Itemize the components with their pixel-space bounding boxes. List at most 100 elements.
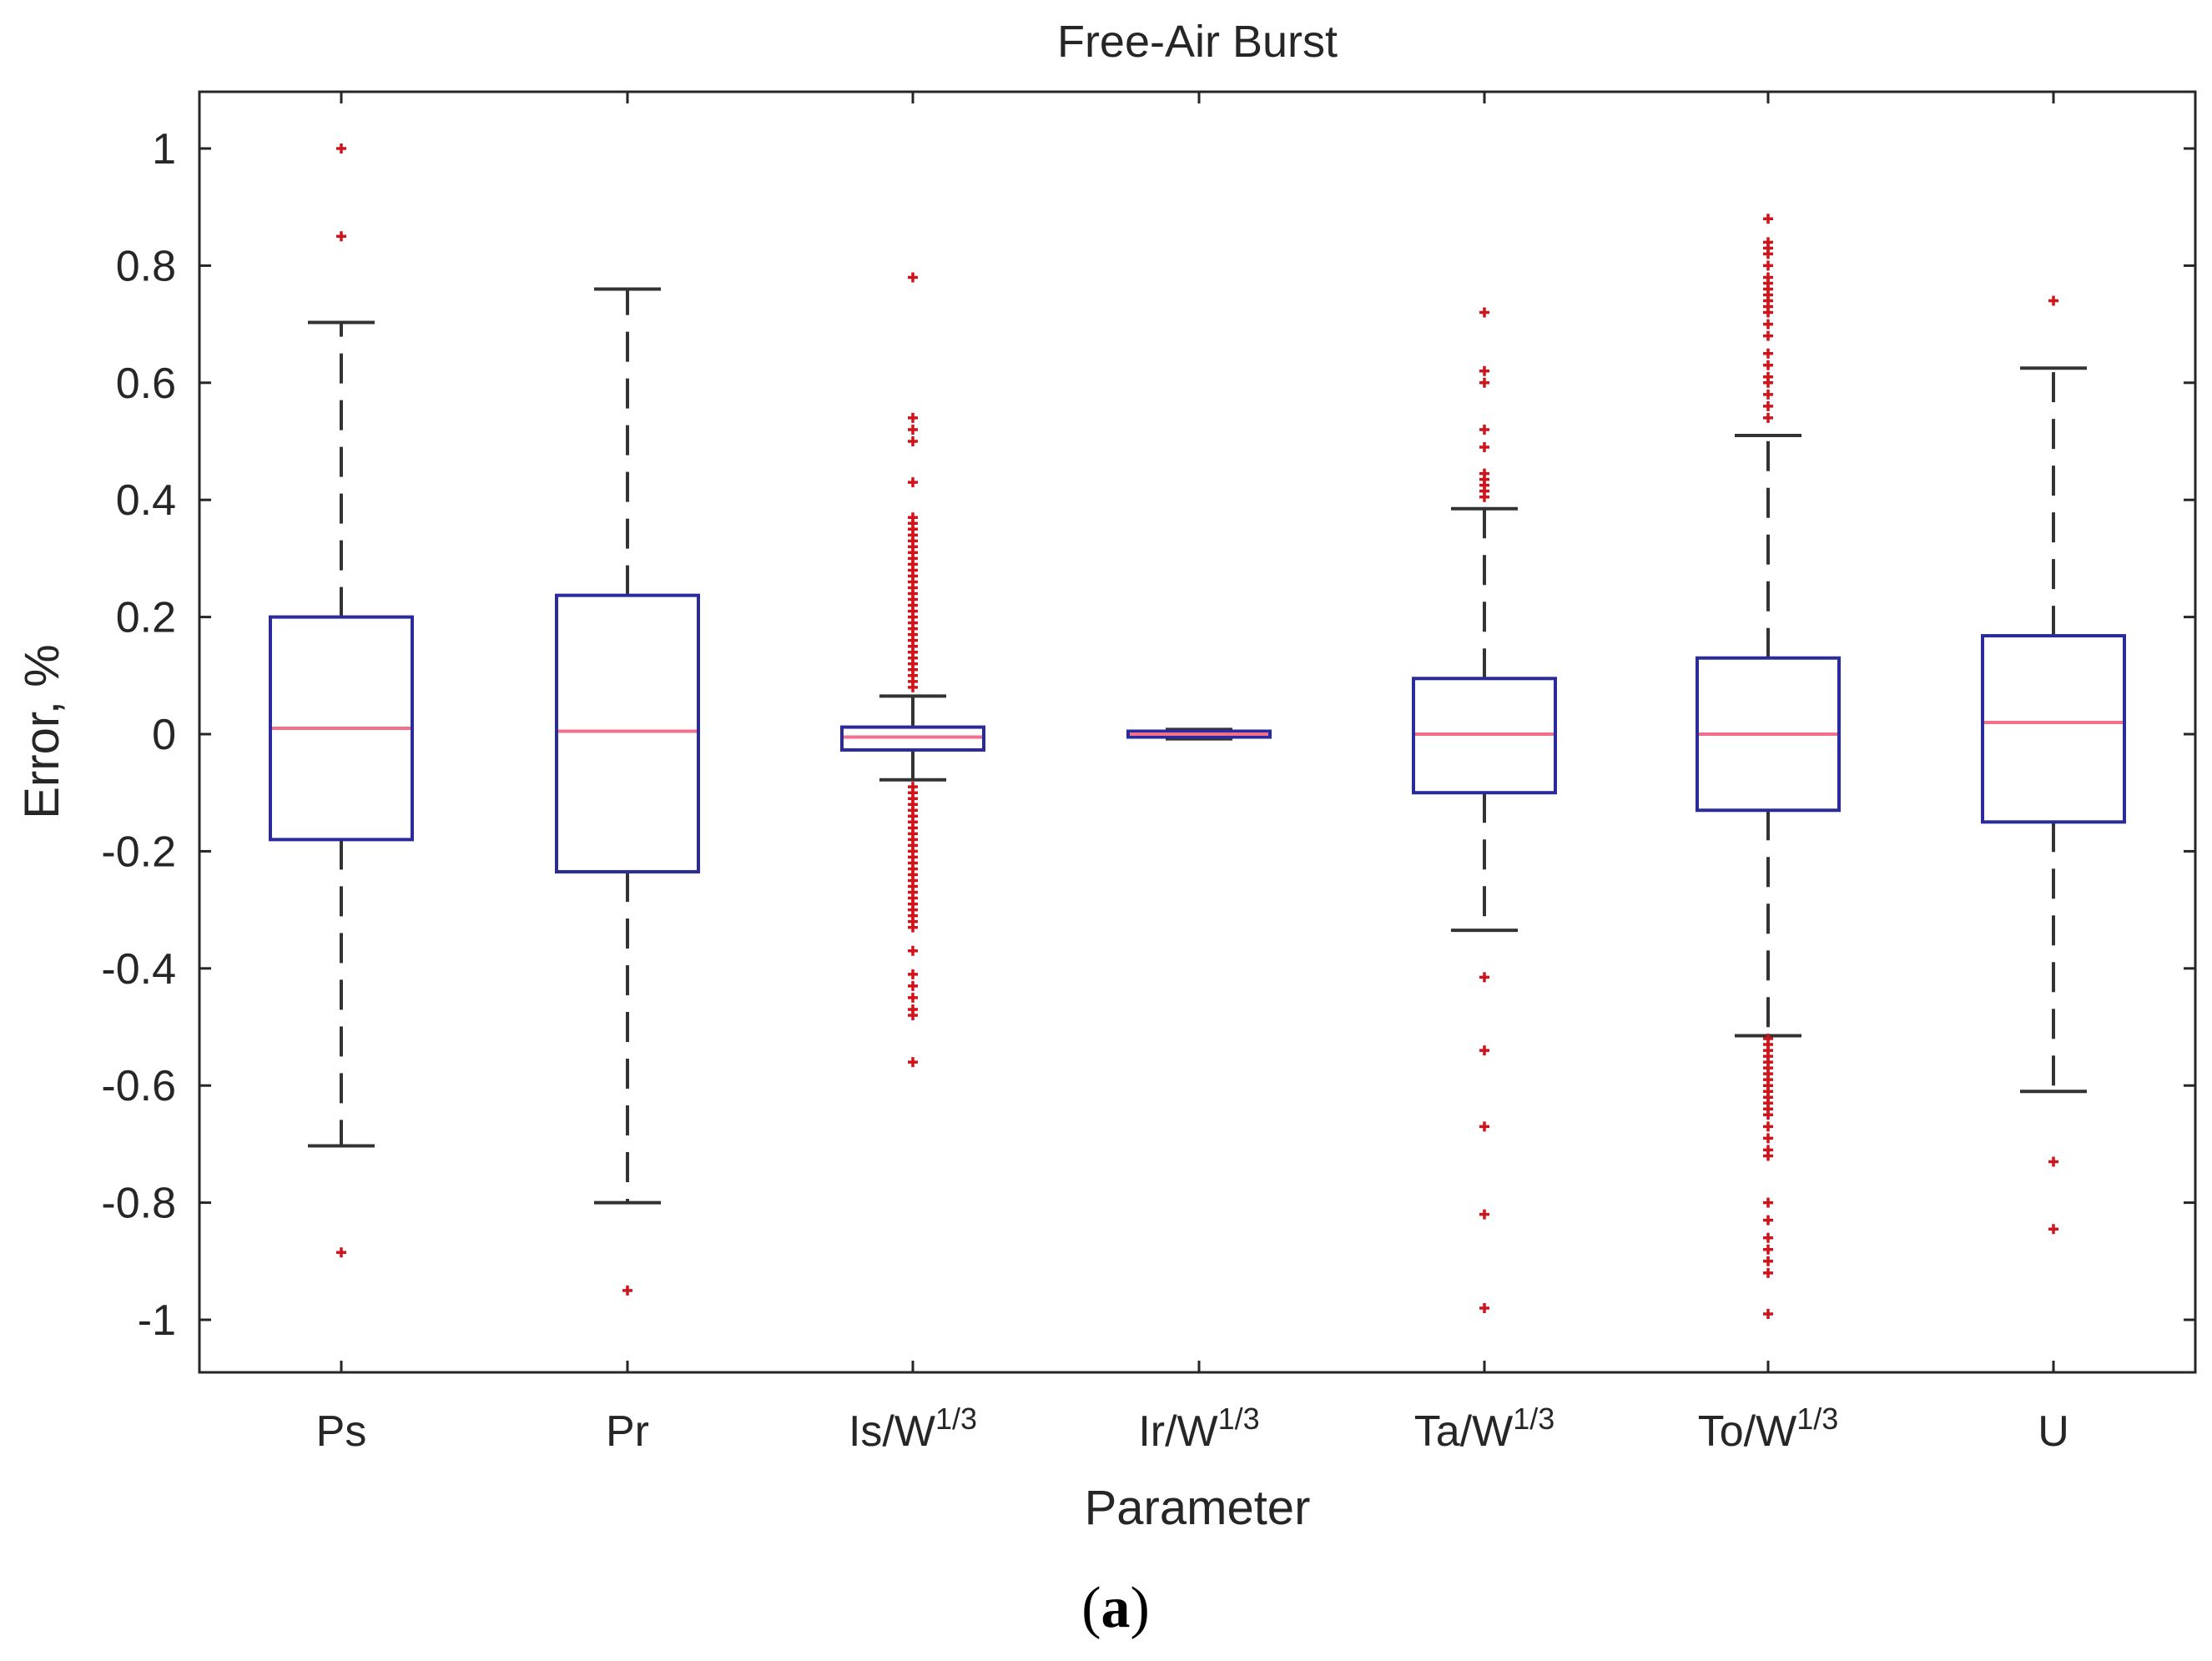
x-tick-label: U: [2038, 1407, 2069, 1456]
iqr-box: [1696, 656, 1841, 813]
outlier-point: [1479, 1045, 1489, 1056]
y-tick-label: 0.4: [116, 476, 176, 525]
y-axis-label: Error, %: [15, 644, 69, 819]
outlier-point: [1479, 1121, 1489, 1132]
outlier-point: [1763, 260, 1773, 271]
outlier-point: [908, 272, 918, 283]
iqr-box: [1126, 729, 1272, 739]
outlier-point: [1763, 214, 1773, 224]
outlier-point: [1763, 412, 1773, 423]
y-tick-label: 0.8: [116, 242, 176, 290]
outlier-point: [336, 1247, 346, 1258]
y-tick-label: -0.6: [101, 1062, 176, 1110]
outlier-point: [908, 969, 918, 979]
outlier-point: [1479, 424, 1489, 435]
outlier-point: [908, 436, 918, 446]
outliers-layer: [336, 143, 2058, 1319]
x-tick-label: Ir/W1/3: [1138, 1402, 1259, 1456]
plot-frame: [198, 90, 2197, 1374]
outlier-point: [2048, 1224, 2058, 1235]
x-tick-label-sup: 1/3: [1513, 1402, 1554, 1436]
outlier-point: [1763, 1267, 1773, 1278]
outlier-point: [1763, 319, 1773, 330]
outlier-point: [1763, 1150, 1773, 1161]
box-group: [269, 320, 414, 1148]
outlier-point: [1479, 1209, 1489, 1220]
box-group: [1981, 366, 2126, 1094]
outlier-point: [1763, 1110, 1773, 1120]
x-tick-label-base: U: [2038, 1407, 2069, 1456]
outlier-point: [1763, 360, 1773, 370]
outlier-point: [908, 922, 918, 933]
iqr-box: [1981, 634, 2126, 824]
x-tick-label-base: Ps: [316, 1407, 367, 1456]
outlier-point: [1479, 972, 1489, 983]
outlier-point: [908, 424, 918, 435]
outlier-point: [908, 1009, 918, 1020]
outlier-point: [1479, 307, 1489, 318]
outlier-point: [1763, 307, 1773, 318]
figure-caption: (a): [1081, 1576, 1150, 1640]
outlier-point: [1763, 1197, 1773, 1208]
outlier-point: [908, 1057, 918, 1068]
y-tick-label: -0.4: [101, 945, 176, 994]
outlier-point: [1479, 442, 1489, 453]
x-tick-label-sup: 1/3: [935, 1402, 977, 1436]
outlier-point: [908, 945, 918, 956]
outlier-point: [336, 231, 346, 242]
box-group: [1412, 506, 1557, 933]
x-tick-label: To/W1/3: [1698, 1402, 1839, 1456]
y-tick-label: 0.6: [116, 360, 176, 408]
box-group: [1696, 433, 1841, 1038]
x-tick-label: Is/W1/3: [849, 1402, 977, 1456]
x-tick-label-sup: 1/3: [1796, 1402, 1838, 1436]
outlier-point: [1763, 1232, 1773, 1243]
outlier-point: [1479, 491, 1489, 502]
iqr-box: [840, 725, 985, 752]
y-tick-label: 1: [152, 125, 176, 174]
outlier-point: [336, 143, 346, 154]
outlier-point: [908, 992, 918, 1003]
y-tick-label: 0: [152, 711, 176, 759]
outlier-point: [1763, 1121, 1773, 1132]
boxes-layer: [269, 287, 2126, 1205]
outlier-point: [908, 477, 918, 488]
y-tick-label: 0.2: [116, 594, 176, 642]
chart-title: Free-Air Burst: [1057, 17, 1338, 67]
caption-close-paren: ): [1131, 1576, 1150, 1640]
x-tick-label-base: Pr: [606, 1407, 649, 1456]
outlier-point: [1763, 400, 1773, 411]
iqr-box: [555, 593, 700, 873]
outlier-point: [1479, 365, 1489, 376]
outlier-point: [1763, 1244, 1773, 1255]
outlier-point: [2048, 295, 2058, 306]
x-tick-label-sup: 1/3: [1218, 1402, 1260, 1436]
outlier-point: [1763, 1215, 1773, 1226]
x-axis-label: Parameter: [1085, 1481, 1311, 1535]
box-group: [1126, 727, 1272, 741]
box-group: [555, 287, 700, 1205]
x-tick-label: Ta/W1/3: [1414, 1402, 1555, 1456]
y-axis: 1 0.8 0.6 0.4 0.2 0 -0.2 -0.4 -0.6 -0.8 -1: [101, 125, 2195, 1345]
iqr-box: [269, 615, 414, 842]
iqr-box: [1412, 677, 1557, 795]
outlier-point: [908, 412, 918, 423]
outlier-point: [1763, 389, 1773, 400]
outlier-point: [1479, 1302, 1489, 1313]
y-tick-label: -1: [138, 1296, 176, 1345]
y-tick-label: -0.2: [101, 828, 176, 876]
caption-open-paren: (: [1081, 1576, 1101, 1640]
outlier-point: [1763, 1308, 1773, 1319]
outlier-point: [908, 980, 918, 991]
outlier-point: [1763, 1256, 1773, 1266]
outlier-point: [1763, 249, 1773, 259]
outlier-point: [1763, 330, 1773, 341]
outlier-point: [1763, 1133, 1773, 1144]
box-group: [840, 694, 985, 782]
x-axis: Ps Pr Is/W1/3 Ir/W1/3 Ta/W1/3 To/W1/3 U: [316, 92, 2069, 1456]
caption-letter: a: [1101, 1576, 1131, 1640]
outlier-point: [2048, 1156, 2058, 1167]
outlier-point: [1763, 377, 1773, 388]
outlier-point: [1763, 348, 1773, 359]
